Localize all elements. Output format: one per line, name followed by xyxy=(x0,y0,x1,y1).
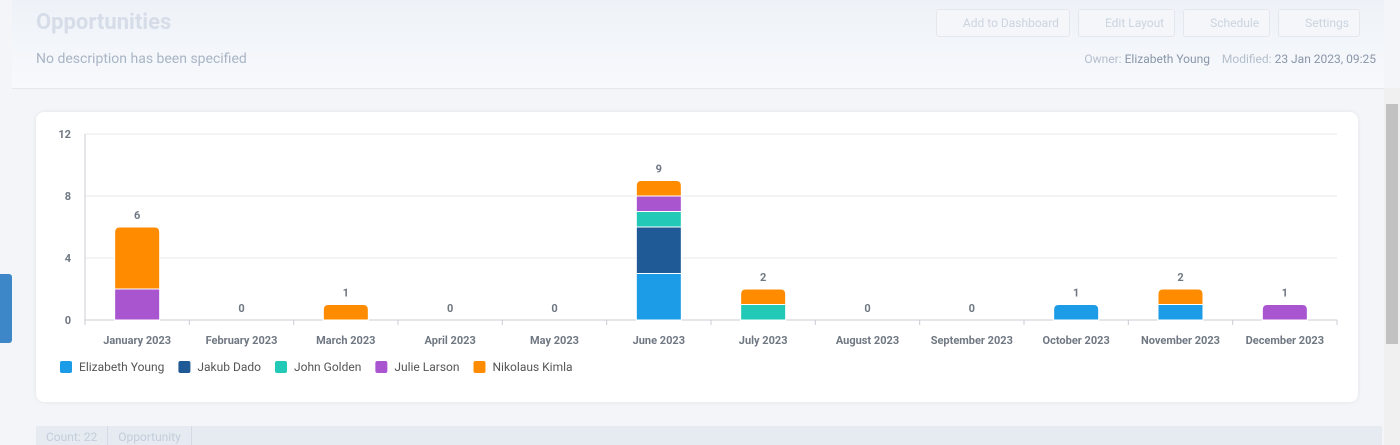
x-tick-label: April 2023 xyxy=(425,334,476,347)
bar-segment xyxy=(1053,304,1100,321)
legend-label: Jakub Dado xyxy=(197,360,261,374)
total-label: 2 xyxy=(1177,271,1183,284)
header: Opportunities No description has been sp… xyxy=(12,0,1384,89)
total-label: 6 xyxy=(134,209,140,222)
legend-swatch xyxy=(473,361,486,373)
y-tick-label: 4 xyxy=(65,252,72,265)
bar-segment xyxy=(740,304,787,321)
total-label: 0 xyxy=(238,302,244,315)
y-tick-label: 8 xyxy=(65,190,71,203)
x-tick-label: February 2023 xyxy=(206,334,278,347)
x-tick-label: September 2023 xyxy=(931,334,1013,347)
x-tick-label: November 2023 xyxy=(1141,334,1220,347)
bar-segment xyxy=(1157,304,1204,321)
scroll-thumb[interactable] xyxy=(1386,104,1398,344)
x-tick-label: July 2023 xyxy=(739,334,788,347)
modified: 23 Jan 2023, 09:25 xyxy=(1274,52,1376,66)
x-tick-label: May 2023 xyxy=(530,334,579,347)
x-tick-label: October 2023 xyxy=(1043,334,1110,347)
owner-label: Owner: xyxy=(1084,52,1122,66)
button[interactable]: Schedule xyxy=(1183,9,1271,37)
total-label: 0 xyxy=(969,302,975,315)
x-tick-label: January 2023 xyxy=(103,334,171,347)
bar-segment xyxy=(740,288,787,305)
bar-segment xyxy=(635,211,682,228)
button[interactable]: Edit Layout xyxy=(1077,9,1176,37)
total-label: 1 xyxy=(1073,287,1079,300)
total-label: 9 xyxy=(656,163,662,176)
modified-label: Modified: xyxy=(1221,52,1272,66)
legend-swatch xyxy=(178,361,191,373)
total-label: 0 xyxy=(447,302,453,315)
x-tick-label: December 2023 xyxy=(1246,334,1324,347)
owner: Elizabeth Young xyxy=(1124,52,1210,66)
side-tab[interactable] xyxy=(0,274,12,343)
toolbar: Add to Dashboard Edit Layout Schedule Se… xyxy=(935,9,1360,37)
meta: Owner: Elizabeth Young Modified: 23 Jan … xyxy=(1084,52,1376,66)
bar-segment xyxy=(1157,288,1204,305)
legend-label: Nikolaus Kimla xyxy=(493,360,573,374)
bar-segment xyxy=(635,180,682,197)
scrollbar[interactable] xyxy=(1384,88,1400,445)
legend-swatch xyxy=(60,361,72,373)
x-tick-label: March 2023 xyxy=(316,334,375,347)
count: Count: 22 xyxy=(36,426,109,445)
chart-card: 0 4 8 12 January 2023 6 February 2023 0 March 20… xyxy=(36,112,1358,402)
total-label: 2 xyxy=(760,271,766,284)
legend-swatch xyxy=(274,361,287,373)
total-label: 0 xyxy=(864,302,870,315)
column-header: Opportunity xyxy=(108,426,192,445)
bar-segment xyxy=(1261,304,1308,321)
total-label: 1 xyxy=(1282,287,1288,300)
y-tick-label: 0 xyxy=(65,314,71,327)
bar-segment xyxy=(635,195,682,212)
button[interactable]: Settings xyxy=(1278,9,1360,37)
bar-segment xyxy=(114,226,161,290)
x-tick-label: August 2023 xyxy=(836,334,899,347)
legend-swatch xyxy=(375,361,388,373)
total-label: 0 xyxy=(551,302,557,315)
title: Opportunities xyxy=(36,10,172,35)
button[interactable]: Add to Dashboard xyxy=(935,9,1070,37)
bar-segment xyxy=(635,273,682,321)
x-tick-label: June 2023 xyxy=(633,334,685,347)
legend-label: John Golden xyxy=(294,360,361,374)
bar-segment xyxy=(635,226,682,274)
bar-segment xyxy=(114,288,161,321)
bar-segment xyxy=(322,304,369,321)
total-label: 1 xyxy=(343,287,349,300)
table-header: Count: 22 Opportunity xyxy=(36,426,1382,445)
legend-label: Julie Larson xyxy=(394,360,459,374)
legend-label: Elizabeth Young xyxy=(79,360,164,374)
y-tick-label: 12 xyxy=(58,128,71,141)
description: No description has been specified xyxy=(36,51,247,67)
